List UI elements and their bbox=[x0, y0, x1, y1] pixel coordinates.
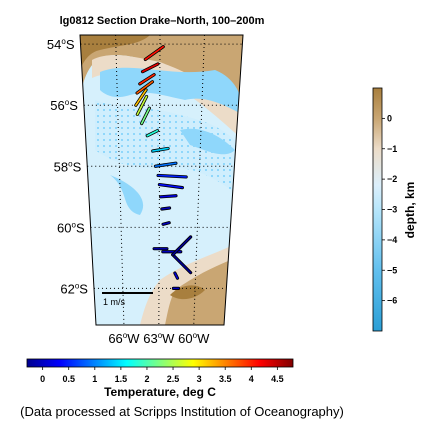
drake-passage-floor bbox=[95, 100, 243, 200]
velocity-vector bbox=[140, 107, 151, 125]
velocity-vector bbox=[162, 221, 170, 226]
temperature-tick-label: 2.5 bbox=[167, 374, 180, 384]
temperature-tick-label: 4.5 bbox=[271, 374, 284, 384]
fracture-zone bbox=[180, 128, 235, 155]
graticule bbox=[80, 35, 243, 325]
lat-tick-label: 60oS bbox=[57, 220, 85, 235]
velocity-vector bbox=[158, 183, 184, 189]
lon-gridline bbox=[115, 35, 125, 325]
temperature-colorbar: 0 0.5 1 1.5 2 2.5 3 3.5 4 4.5 Temperature, deg C bbox=[26, 358, 294, 399]
velocity-vector bbox=[161, 207, 171, 210]
temperature-colorbar-label: Temperature, deg C bbox=[104, 385, 216, 399]
temperature-tick-label: 2 bbox=[144, 374, 149, 384]
depth-tick-label: −3 bbox=[387, 205, 397, 215]
lon-gridline bbox=[158, 35, 161, 325]
credit-note: (Data processed at Scripps Institution o… bbox=[20, 404, 344, 419]
temperature-tick-label: 0 bbox=[40, 374, 45, 384]
velocity-vector bbox=[135, 89, 147, 107]
temperature-tick-label: 3 bbox=[197, 374, 202, 384]
velocity-vector bbox=[157, 174, 187, 178]
velocity-vector bbox=[174, 272, 179, 280]
temperature-tick-label: 1.5 bbox=[115, 374, 128, 384]
velocity-vector bbox=[151, 147, 169, 152]
bathymetry-map bbox=[80, 35, 243, 325]
depth-colorbar-label: depth, km bbox=[403, 182, 417, 239]
temperature-tick-label: 1 bbox=[92, 374, 97, 384]
longitude-labels: 66oW 63oW 60oW bbox=[108, 331, 210, 346]
lat-tick-label: 54oS bbox=[47, 37, 75, 52]
depth-tick-label: −6 bbox=[387, 296, 397, 306]
latitude-labels: 54oS 56oS 58oS 60oS 62oS bbox=[47, 37, 88, 296]
velocity-vector bbox=[171, 236, 192, 256]
depth-tick-label: 0 bbox=[387, 113, 392, 123]
velocity-vector bbox=[136, 80, 154, 94]
velocity-vector bbox=[154, 162, 177, 168]
velocity-vectors bbox=[134, 45, 193, 290]
depth-colorbar-scale bbox=[372, 87, 383, 332]
temperature-colorbar-ticks: 0 0.5 1 1.5 2 2.5 3 3.5 4 4.5 bbox=[40, 367, 284, 384]
velocity-vector bbox=[139, 73, 155, 85]
map-frame bbox=[79, 34, 244, 326]
scale-label: 1 m/s bbox=[103, 297, 126, 307]
lon-tick-label: 60oW bbox=[178, 331, 210, 346]
velocity-vector bbox=[171, 253, 192, 274]
depth-colorbar-ticks: 0 −1 −2 −3 −4 −5 −6 bbox=[382, 113, 397, 306]
velocity-vector bbox=[146, 129, 159, 137]
lat-tick-label: 62oS bbox=[60, 281, 88, 296]
temperature-colorbar-scale bbox=[26, 358, 294, 368]
lon-tick-label: 66oW bbox=[108, 331, 140, 346]
abyssal-patch bbox=[110, 175, 144, 215]
burdwood-bank bbox=[80, 35, 243, 120]
velocity-vector bbox=[136, 95, 148, 116]
lon-tick-label: 63oW bbox=[143, 331, 175, 346]
depth-tick-label: −4 bbox=[387, 235, 397, 245]
depth-colorbar: 0 −1 −2 −3 −4 −5 −6 depth, km bbox=[372, 87, 417, 332]
lat-tick-label: 58oS bbox=[54, 159, 82, 174]
chart-title: lg0812 Section Drake–North, 100–200m bbox=[60, 15, 265, 27]
deep-basin-north bbox=[100, 67, 243, 115]
depth-tick-label: −2 bbox=[387, 174, 397, 184]
temperature-tick-label: 4 bbox=[249, 374, 254, 384]
depth-tick-label: −1 bbox=[387, 144, 397, 154]
velocity-vector bbox=[141, 63, 159, 73]
velocity-vector bbox=[144, 45, 165, 61]
temperature-tick-label: 3.5 bbox=[219, 374, 232, 384]
lon-gridline bbox=[193, 35, 205, 325]
lat-tick-label: 56oS bbox=[50, 98, 78, 113]
temperature-tick-label: 0.5 bbox=[62, 374, 75, 384]
velocity-vector bbox=[159, 194, 177, 198]
depth-tick-label: −5 bbox=[387, 265, 397, 275]
